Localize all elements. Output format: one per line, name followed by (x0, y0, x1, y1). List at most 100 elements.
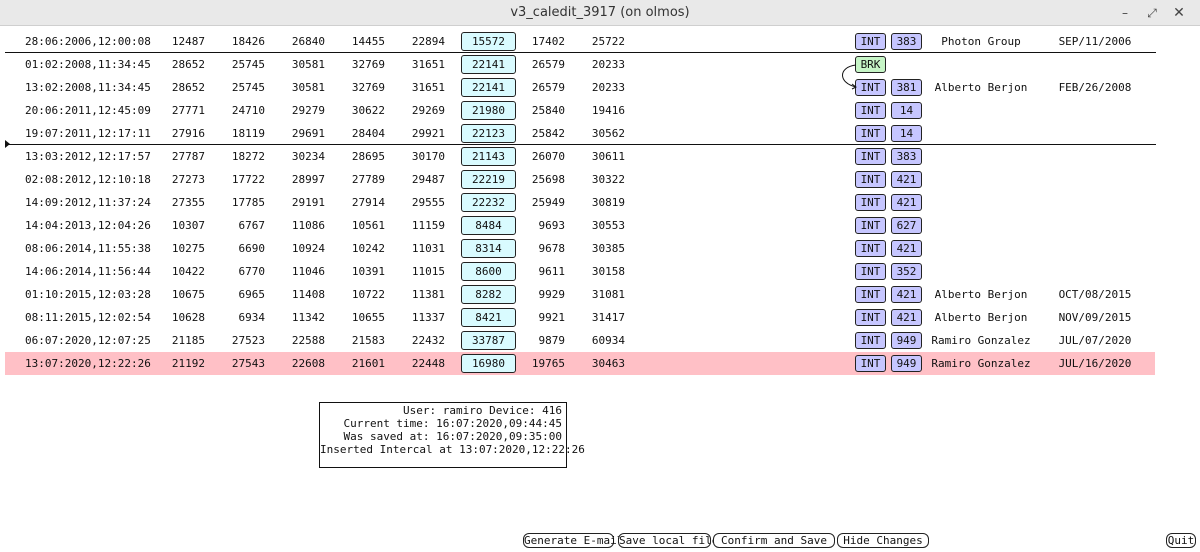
value-cell: 30581 (291, 58, 325, 71)
value-cell: 19416 (591, 104, 625, 117)
inserted-intercal-text: Inserted Intercal at 13:07:2020,12:22:26 (320, 443, 585, 456)
code-tag[interactable]: 14 (891, 102, 922, 119)
confirm-and-save-button[interactable]: Confirm and Save (713, 533, 835, 548)
value-cell: 22588 (291, 334, 325, 347)
datetime-cell: 19:07:2011,12:17:11 (25, 127, 151, 140)
user-device-text: User: ramiro Device: 416 (403, 404, 562, 417)
brk-tag[interactable]: BRK (855, 56, 886, 73)
value-cell: 11046 (291, 265, 325, 278)
value-cell: 9879 (538, 334, 566, 347)
table-row-selected[interactable]: 13:07:2020,12:22:26 21192 27543 22608 21601 2… (5, 352, 1155, 375)
int-tag[interactable]: INT (855, 240, 886, 257)
value-cell: 27787 (171, 150, 205, 163)
table-row[interactable]: 20:06:2011,12:45:09 27771 24710 29279 30622 2… (5, 99, 1155, 122)
table-row[interactable]: 14:04:2013,12:04:26 10307 6767 11086 10561 11… (5, 214, 1155, 237)
link-arc-icon (842, 64, 857, 90)
code-tag[interactable]: 381 (891, 79, 922, 96)
editable-value-cell[interactable]: 22141 (461, 78, 516, 97)
value-cell: 27523 (231, 334, 265, 347)
editable-value-cell[interactable]: 21980 (461, 101, 516, 120)
code-tag[interactable]: 352 (891, 263, 922, 280)
code-tag[interactable]: 421 (891, 309, 922, 326)
value-cell: 11159 (411, 219, 445, 232)
datetime-cell: 08:11:2015,12:02:54 (25, 311, 151, 324)
table-row[interactable]: 02:08:2012,12:10:18 27273 17722 28997 27789 2… (5, 168, 1155, 191)
table-row[interactable]: 19:07:2011,12:17:11 27916 18119 29691 28404 2… (5, 122, 1155, 145)
table-row[interactable]: 08:11:2015,12:02:54 10628 6934 11342 10655 11… (5, 306, 1155, 329)
int-tag[interactable]: INT (855, 286, 886, 303)
code-tag[interactable]: 383 (891, 148, 922, 165)
value-cell: 27771 (171, 104, 205, 117)
generate-email-button[interactable]: Generate E-mail (523, 533, 624, 548)
code-tag[interactable]: 421 (891, 171, 922, 188)
editable-value-cell[interactable]: 22219 (461, 170, 516, 189)
int-tag[interactable]: INT (855, 332, 886, 349)
table-row[interactable]: 14:06:2014,11:56:44 10422 6770 11046 10391 11… (5, 260, 1155, 283)
value-cell: 27914 (351, 196, 385, 209)
code-tag[interactable]: 949 (891, 332, 922, 349)
close-icon[interactable]: ✕ (1173, 5, 1185, 21)
hide-changes-button[interactable]: Hide Changes (837, 533, 929, 548)
code-tag[interactable]: 627 (891, 217, 922, 234)
value-cell: 29269 (411, 104, 445, 117)
table-row[interactable]: 13:03:2012,12:17:57 27787 18272 30234 28695 3… (5, 145, 1155, 168)
int-tag[interactable]: INT (855, 355, 886, 372)
code-tag[interactable]: 421 (891, 286, 922, 303)
table-row[interactable]: 28:06:2006,12:00:08 12487 18426 26840 14455 2… (5, 30, 1155, 53)
editable-value-cell[interactable]: 8282 (461, 285, 516, 304)
editable-value-cell[interactable]: 15572 (461, 32, 516, 51)
int-tag[interactable]: INT (855, 125, 886, 142)
editable-value-cell[interactable]: 16980 (461, 354, 516, 373)
table-row[interactable]: 14:09:2012,11:37:24 27355 17785 29191 27914 2… (5, 191, 1155, 214)
table-row[interactable]: 13:02:2008,11:34:45 28652 25745 30581 32769 3… (5, 76, 1155, 99)
datetime-cell: 28:06:2006,12:00:08 (25, 35, 151, 48)
code-tag[interactable]: 383 (891, 33, 922, 50)
editable-value-cell[interactable]: 8600 (461, 262, 516, 281)
code-tag[interactable]: 421 (891, 240, 922, 257)
value-cell: 21192 (171, 357, 205, 370)
code-tag[interactable]: 14 (891, 125, 922, 142)
minimize-icon[interactable]: – (1122, 6, 1128, 20)
int-tag[interactable]: INT (855, 263, 886, 280)
quit-button[interactable]: Quit (1166, 533, 1196, 548)
value-cell: 11337 (411, 311, 445, 324)
entry-date: FEB/26/2008 (1058, 81, 1132, 94)
value-cell: 22432 (411, 334, 445, 347)
editable-value-cell[interactable]: 21143 (461, 147, 516, 166)
value-cell: 30622 (351, 104, 385, 117)
int-tag[interactable]: INT (855, 102, 886, 119)
value-cell: 31651 (411, 58, 445, 71)
table-row[interactable]: 01:02:2008,11:34:45 28652 25745 30581 32769 3… (5, 53, 1155, 76)
int-tag[interactable]: INT (855, 148, 886, 165)
int-tag[interactable]: INT (855, 171, 886, 188)
editable-value-cell[interactable]: 8484 (461, 216, 516, 235)
value-cell: 9678 (538, 242, 566, 255)
int-tag[interactable]: INT (855, 309, 886, 326)
save-local-file-button[interactable]: Save local file (618, 533, 719, 548)
table-row[interactable]: 06:07:2020,12:07:25 21185 27523 22588 21583 2… (5, 329, 1155, 352)
int-tag[interactable]: INT (855, 33, 886, 50)
value-cell: 12487 (171, 35, 205, 48)
int-tag[interactable]: INT (855, 194, 886, 211)
restore-icon[interactable]: ⤢ (1147, 6, 1157, 20)
int-tag[interactable]: INT (855, 217, 886, 234)
value-cell: 25722 (591, 35, 625, 48)
editable-value-cell[interactable]: 22141 (461, 55, 516, 74)
editable-value-cell[interactable]: 22123 (461, 124, 516, 143)
datetime-cell: 14:04:2013,12:04:26 (25, 219, 151, 232)
editable-value-cell[interactable]: 8314 (461, 239, 516, 258)
editable-value-cell[interactable]: 22232 (461, 193, 516, 212)
table-row[interactable]: 01:10:2015,12:03:28 10675 6965 11408 10722 11… (5, 283, 1155, 306)
code-tag[interactable]: 421 (891, 194, 922, 211)
editable-value-cell[interactable]: 33787 (461, 331, 516, 350)
value-cell: 6690 (238, 242, 266, 255)
editable-value-cell[interactable]: 8421 (461, 308, 516, 327)
table-row[interactable]: 08:06:2014,11:55:38 10275 6690 10924 10242 11… (5, 237, 1155, 260)
entry-date: OCT/08/2015 (1058, 288, 1132, 301)
datetime-cell: 01:02:2008,11:34:45 (25, 58, 151, 71)
value-cell: 25698 (531, 173, 565, 186)
value-cell: 18119 (231, 127, 265, 140)
value-cell: 17785 (231, 196, 265, 209)
code-tag[interactable]: 949 (891, 355, 922, 372)
value-cell: 10307 (171, 219, 205, 232)
